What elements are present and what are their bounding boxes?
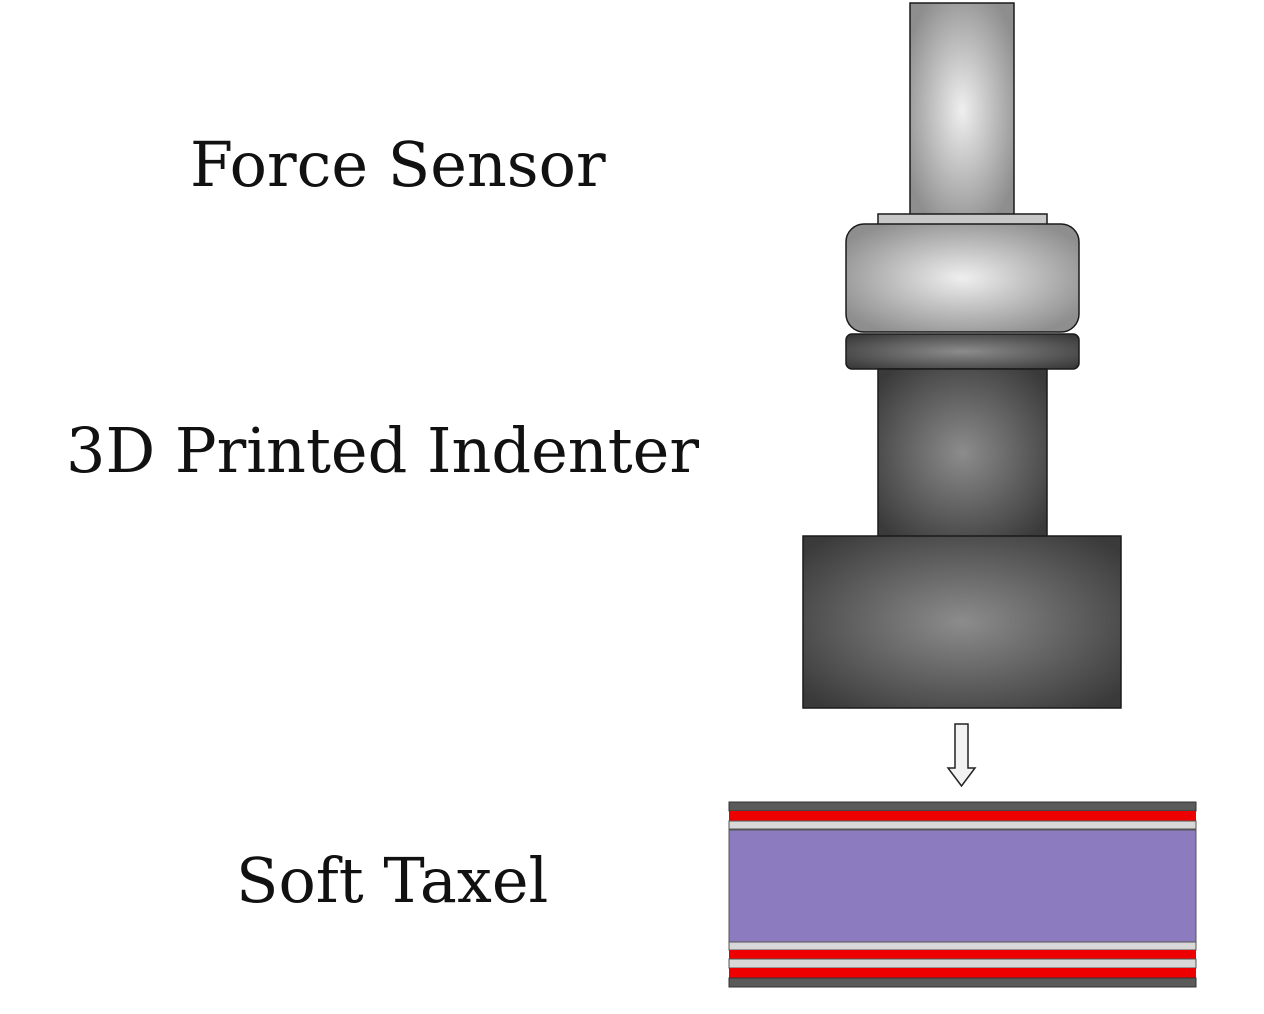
taxel-bottom-electrode-1 <box>729 950 1196 959</box>
sensor-shaft <box>909 2 1015 218</box>
soft-taxel <box>728 801 1197 988</box>
down-arrow-icon <box>946 723 977 788</box>
indenter-label: 3D Printed Indenter <box>66 414 699 487</box>
indenter <box>802 333 1122 709</box>
taxel-top-cover <box>728 801 1197 812</box>
sensor-body <box>845 223 1080 333</box>
taxel-core <box>728 829 1197 943</box>
taxel-bottom-gap <box>728 958 1197 969</box>
taxel-bottom-electrode-2 <box>729 968 1196 978</box>
taxel-bottom-cover <box>728 977 1197 988</box>
force-sensor <box>845 2 1080 333</box>
indenter-ring <box>845 333 1080 370</box>
indenter-base <box>802 535 1122 709</box>
soft-taxel-label: Soft Taxel <box>236 844 549 917</box>
force-sensor-label: Force Sensor <box>190 128 606 201</box>
taxel-top-electrode <box>729 811 1196 821</box>
taxel-bottom-separator <box>728 941 1197 951</box>
indenter-neck <box>877 368 1048 538</box>
taxel-top-separator <box>728 820 1197 830</box>
